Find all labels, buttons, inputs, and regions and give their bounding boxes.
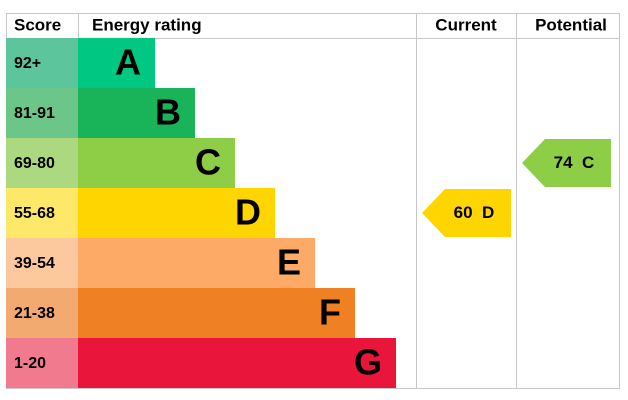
rating-bar: [78, 38, 155, 88]
current-label: 60 D: [454, 203, 495, 222]
score-label: 1-20: [14, 355, 46, 372]
score-cell: [6, 288, 78, 338]
rating-letter: G: [354, 342, 382, 383]
score-cell: [6, 338, 78, 388]
rating-bar: [78, 338, 396, 388]
potential-arrow: [522, 139, 611, 187]
score-cell: [6, 238, 78, 288]
rating-bar: [78, 88, 195, 138]
rating-bar: [78, 188, 275, 238]
score-cell: [6, 38, 78, 88]
rating-letter: A: [115, 42, 141, 83]
current-value: 60: [454, 203, 473, 222]
score-label: 39-54: [14, 255, 55, 272]
score-label: 55-68: [14, 205, 55, 222]
rating-letter: E: [277, 242, 301, 283]
potential-letter: C: [582, 153, 594, 172]
header-score: Score: [14, 15, 61, 34]
potential-value: 74: [554, 153, 573, 172]
rating-bar: [78, 238, 315, 288]
rating-letter: D: [235, 192, 261, 233]
rating-bar: [78, 138, 235, 188]
score-label: 81-91: [14, 105, 55, 122]
rating-letter: C: [195, 142, 221, 183]
current-letter: D: [482, 203, 494, 222]
rating-bar: [78, 288, 355, 338]
score-cell: [6, 138, 78, 188]
header-rating: Energy rating: [92, 15, 202, 34]
header-potential: Potential: [535, 15, 607, 34]
potential-label: 74 C: [554, 153, 595, 172]
rating-letter: B: [155, 92, 181, 133]
score-cell: [6, 188, 78, 238]
rating-letter: F: [319, 292, 341, 333]
current-arrow: [422, 189, 511, 237]
header-current: Current: [435, 15, 497, 34]
score-label: 21-38: [14, 305, 55, 322]
score-label: 92+: [14, 55, 41, 72]
score-cell: [6, 88, 78, 138]
score-label: 69-80: [14, 155, 55, 172]
